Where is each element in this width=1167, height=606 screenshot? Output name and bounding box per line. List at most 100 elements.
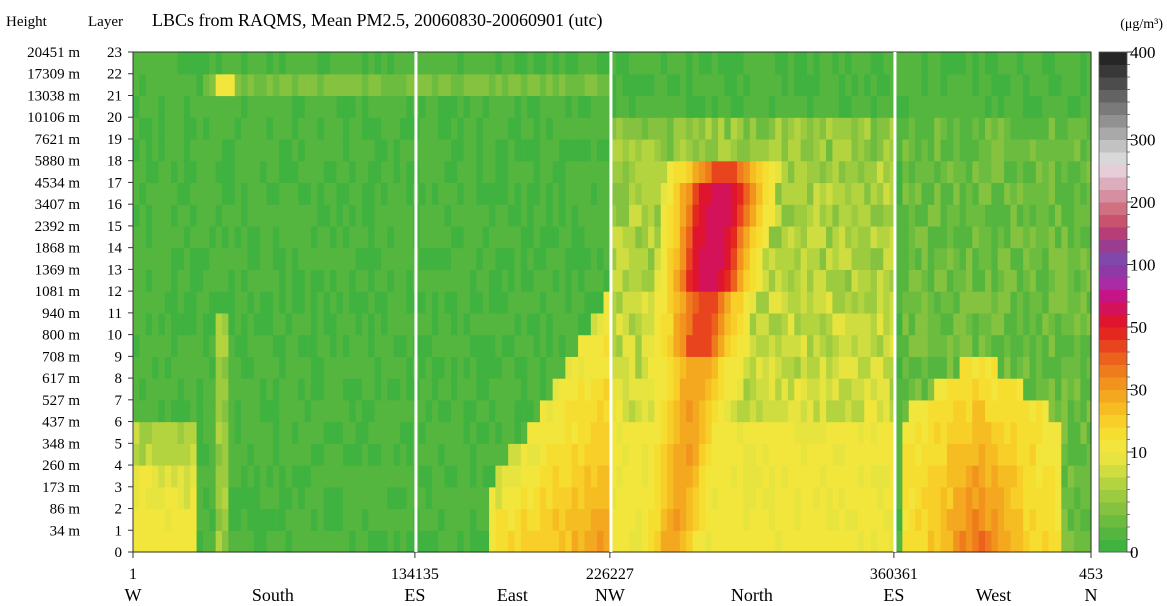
heatmap-cell — [183, 73, 191, 97]
heatmap-cell — [883, 117, 891, 140]
heatmap-cell — [476, 486, 484, 510]
heatmap-cell — [635, 486, 643, 510]
heatmap-cell — [896, 334, 903, 357]
heatmap-cell — [679, 247, 687, 270]
heatmap-cell — [533, 225, 541, 249]
heatmap-cell — [336, 334, 344, 357]
heatmap-cell — [196, 291, 204, 314]
heatmap-cell — [679, 52, 687, 75]
heatmap-cell — [603, 399, 611, 423]
heatmap-cell — [578, 378, 586, 401]
heatmap-cell — [272, 356, 280, 379]
heatmap-cell — [698, 378, 706, 401]
heatmap-cell — [991, 486, 999, 510]
heatmap-cell — [965, 247, 973, 270]
heatmap-cell — [609, 399, 617, 423]
heatmap-cell — [431, 160, 439, 184]
layer-header: Layer — [88, 14, 123, 30]
heatmap-cell — [476, 378, 484, 401]
heatmap-cell — [1067, 182, 1075, 205]
heatmap-cell — [781, 312, 789, 336]
heatmap-cell — [266, 73, 274, 97]
heatmap-cell — [380, 52, 388, 75]
layer-height: 86 m — [50, 502, 81, 518]
heatmap-cell — [380, 486, 388, 510]
heatmap-cell — [470, 52, 477, 75]
heatmap-cell — [1080, 465, 1088, 488]
colorbar-swatch — [1099, 377, 1127, 390]
heatmap-cell — [1035, 160, 1043, 184]
heatmap-cell — [285, 73, 293, 97]
heatmap-cell — [158, 421, 166, 444]
heatmap-cell — [679, 399, 687, 423]
heatmap-cell — [317, 312, 325, 336]
heatmap-cell — [546, 465, 554, 488]
heatmap-cell — [425, 247, 433, 270]
heatmap-cell — [845, 160, 853, 184]
heatmap-cell — [298, 182, 306, 205]
heatmap-cell — [635, 182, 643, 205]
heatmap-cell — [851, 138, 859, 162]
heatmap-cell — [444, 443, 452, 466]
heatmap-cell — [679, 225, 687, 249]
heatmap-cell — [355, 52, 363, 75]
heatmap-cell — [648, 356, 655, 379]
heatmap-cell — [851, 508, 859, 531]
heatmap-cell — [552, 247, 560, 270]
x-tick-label: 226227 — [586, 566, 634, 583]
heatmap-cell — [997, 182, 1005, 205]
heatmap-cell — [756, 312, 764, 336]
heatmap-cell — [202, 465, 210, 488]
heatmap-cell — [667, 117, 675, 140]
heatmap-cell — [819, 204, 827, 227]
heatmap-cell — [171, 182, 179, 205]
heatmap-cell — [991, 291, 999, 314]
heatmap-cell — [368, 399, 376, 423]
heatmap-cell — [1048, 73, 1056, 97]
heatmap-cell — [832, 52, 840, 75]
heatmap-cell — [139, 204, 147, 227]
heatmap-cell — [934, 269, 942, 292]
heatmap-cell — [991, 138, 999, 162]
heatmap-cell — [393, 160, 401, 184]
heatmap-cell — [425, 443, 433, 466]
heatmap-cell — [775, 378, 783, 401]
colorbar-swatch — [1099, 77, 1127, 90]
heatmap-cell — [361, 138, 369, 162]
heatmap-cell — [380, 291, 388, 314]
heatmap-cell — [641, 356, 649, 379]
heatmap-cell — [368, 530, 376, 553]
heatmap-cell — [260, 269, 268, 292]
heatmap-cell — [978, 508, 986, 531]
heatmap-cell — [934, 530, 942, 553]
heatmap-cell — [997, 508, 1005, 531]
heatmap-cell — [845, 269, 853, 292]
heatmap-cell — [787, 247, 795, 270]
heatmap-cell — [800, 117, 808, 140]
heatmap-cell — [133, 334, 140, 357]
heatmap-cell — [940, 117, 948, 140]
heatmap-cell — [845, 73, 853, 97]
heatmap-cell — [609, 247, 617, 270]
heatmap-cell — [279, 73, 287, 97]
heatmap-cell — [667, 312, 675, 336]
heatmap-cell — [158, 225, 166, 249]
heatmap-cell — [965, 312, 973, 336]
heatmap-cell — [864, 399, 872, 423]
heatmap-cell — [355, 530, 363, 553]
heatmap-cell — [438, 312, 446, 336]
heatmap-cell — [781, 52, 789, 75]
heatmap-cell — [291, 421, 299, 444]
chart-title: LBCs from RAQMS, Mean PM2.5, 20060830-20… — [152, 10, 603, 31]
heatmap-cell — [272, 138, 280, 162]
heatmap-cell — [438, 204, 446, 227]
heatmap-cell — [330, 95, 338, 118]
heatmap-cell — [1080, 247, 1088, 270]
heatmap-cell — [857, 117, 865, 140]
heatmap-cell — [1080, 225, 1088, 249]
heatmap-cell — [1080, 378, 1088, 401]
heatmap-cell — [272, 247, 280, 270]
heatmap-cell — [768, 138, 776, 162]
heatmap-cell — [838, 95, 846, 118]
heatmap-cell — [520, 486, 528, 510]
